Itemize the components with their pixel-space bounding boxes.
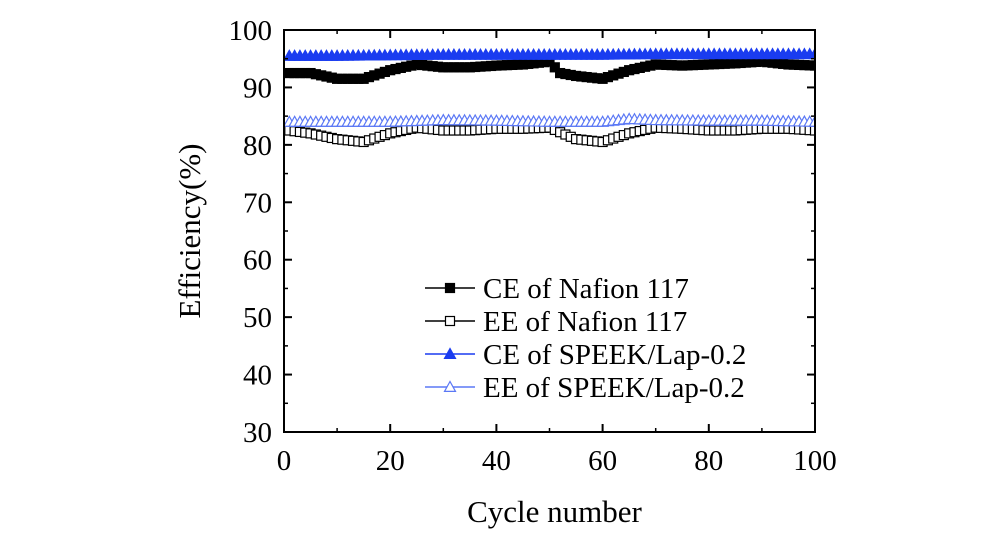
x-axis-title: Cycle number [467, 494, 642, 529]
y-tick-label: 90 [243, 72, 272, 104]
legend-item-3: CE of SPEEK/Lap-0.2 [425, 339, 746, 371]
y-tick-label: 80 [243, 130, 272, 162]
x-tick-label: 20 [376, 445, 405, 477]
series-2 [284, 122, 815, 148]
legend-marker [444, 282, 456, 294]
data-point [808, 47, 815, 60]
x-tick-label: 60 [588, 445, 617, 477]
legend-label: EE of SPEEK/Lap-0.2 [483, 372, 745, 404]
y-tick-label: 40 [243, 360, 272, 392]
x-tick-label: 80 [694, 445, 723, 477]
y-tick-label: 30 [243, 417, 272, 449]
y-axis-title: Efficiency(%) [172, 144, 207, 319]
data-point [809, 60, 815, 71]
legend-label: CE of SPEEK/Lap-0.2 [483, 339, 746, 371]
axis-layer: 30 40 50 60 70 80 90 100 0 20 40 60 80 100 Cycle numbe… [172, 15, 837, 529]
legend-item-4: EE of SPEEK/Lap-0.2 [425, 372, 745, 404]
legend-item-1: CE of Nafion 117 [425, 273, 689, 305]
data-point [808, 115, 815, 127]
data-point [549, 62, 560, 73]
plot-layer [284, 47, 815, 148]
series-4 [284, 112, 815, 127]
series-1 [284, 56, 815, 84]
y-tick-label: 70 [243, 187, 272, 219]
legend-label: CE of Nafion 117 [483, 273, 689, 305]
y-tick-label: 50 [243, 302, 272, 334]
x-tick-label: 40 [482, 445, 511, 477]
y-tick-label: 60 [243, 245, 272, 277]
legend-marker [444, 315, 456, 327]
x-tick-label: 0 [277, 445, 292, 477]
legend-item-2: EE of Nafion 117 [425, 306, 687, 338]
x-tick-label: 100 [793, 445, 837, 477]
data-point [809, 125, 815, 136]
legend-marker [443, 347, 457, 359]
legend-marker [443, 380, 457, 392]
y-tick-label: 100 [229, 15, 273, 47]
legend-label: EE of Nafion 117 [483, 306, 687, 338]
series-3 [284, 47, 815, 61]
